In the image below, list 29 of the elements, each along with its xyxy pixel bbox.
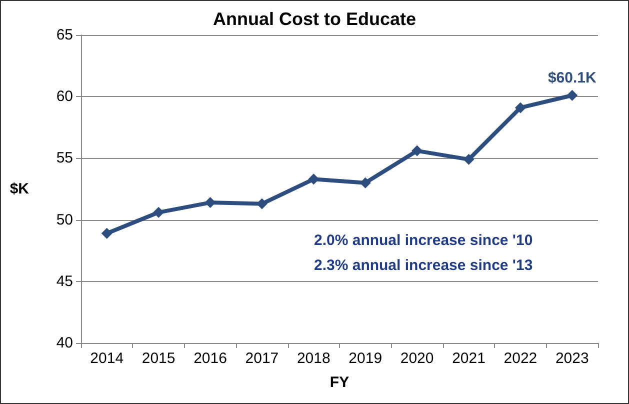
y-tick-label: 55 [56, 150, 73, 167]
x-tick-label: 2023 [555, 350, 589, 367]
x-tick-label: 2018 [296, 350, 330, 367]
x-tick-label: 2022 [504, 350, 538, 367]
x-tick-label: 2017 [245, 350, 279, 367]
point [463, 154, 474, 165]
annotation: 2.3% annual increase since '13 [314, 257, 533, 274]
x-tick-label: 2019 [348, 350, 382, 367]
y-axis-title: $K [10, 180, 30, 198]
point [412, 145, 423, 156]
annotation: 2.0% annual increase since '10 [314, 232, 533, 249]
point [153, 206, 164, 218]
x-tick-label: 2020 [400, 350, 434, 367]
x-tick-label: 2014 [90, 350, 124, 367]
x-axis-title: FY [330, 374, 350, 391]
y-tick-label: 60 [56, 88, 73, 106]
point [204, 197, 216, 208]
y-tick-label: 50 [56, 211, 73, 228]
y-tick-label: 40 [56, 334, 73, 352]
y-tick-label: 45 [56, 272, 73, 290]
x-tick-label: 2016 [194, 350, 227, 367]
annotation: $60.1K [548, 69, 596, 86]
x-tick-label: 2015 [142, 350, 176, 367]
chart-title: Annual Cost to Educate [212, 9, 416, 29]
x-tick-label: 2021 [452, 350, 486, 367]
point [514, 102, 526, 114]
y-tick-label: 65 [56, 26, 73, 44]
point [101, 228, 112, 239]
point [566, 90, 578, 101]
